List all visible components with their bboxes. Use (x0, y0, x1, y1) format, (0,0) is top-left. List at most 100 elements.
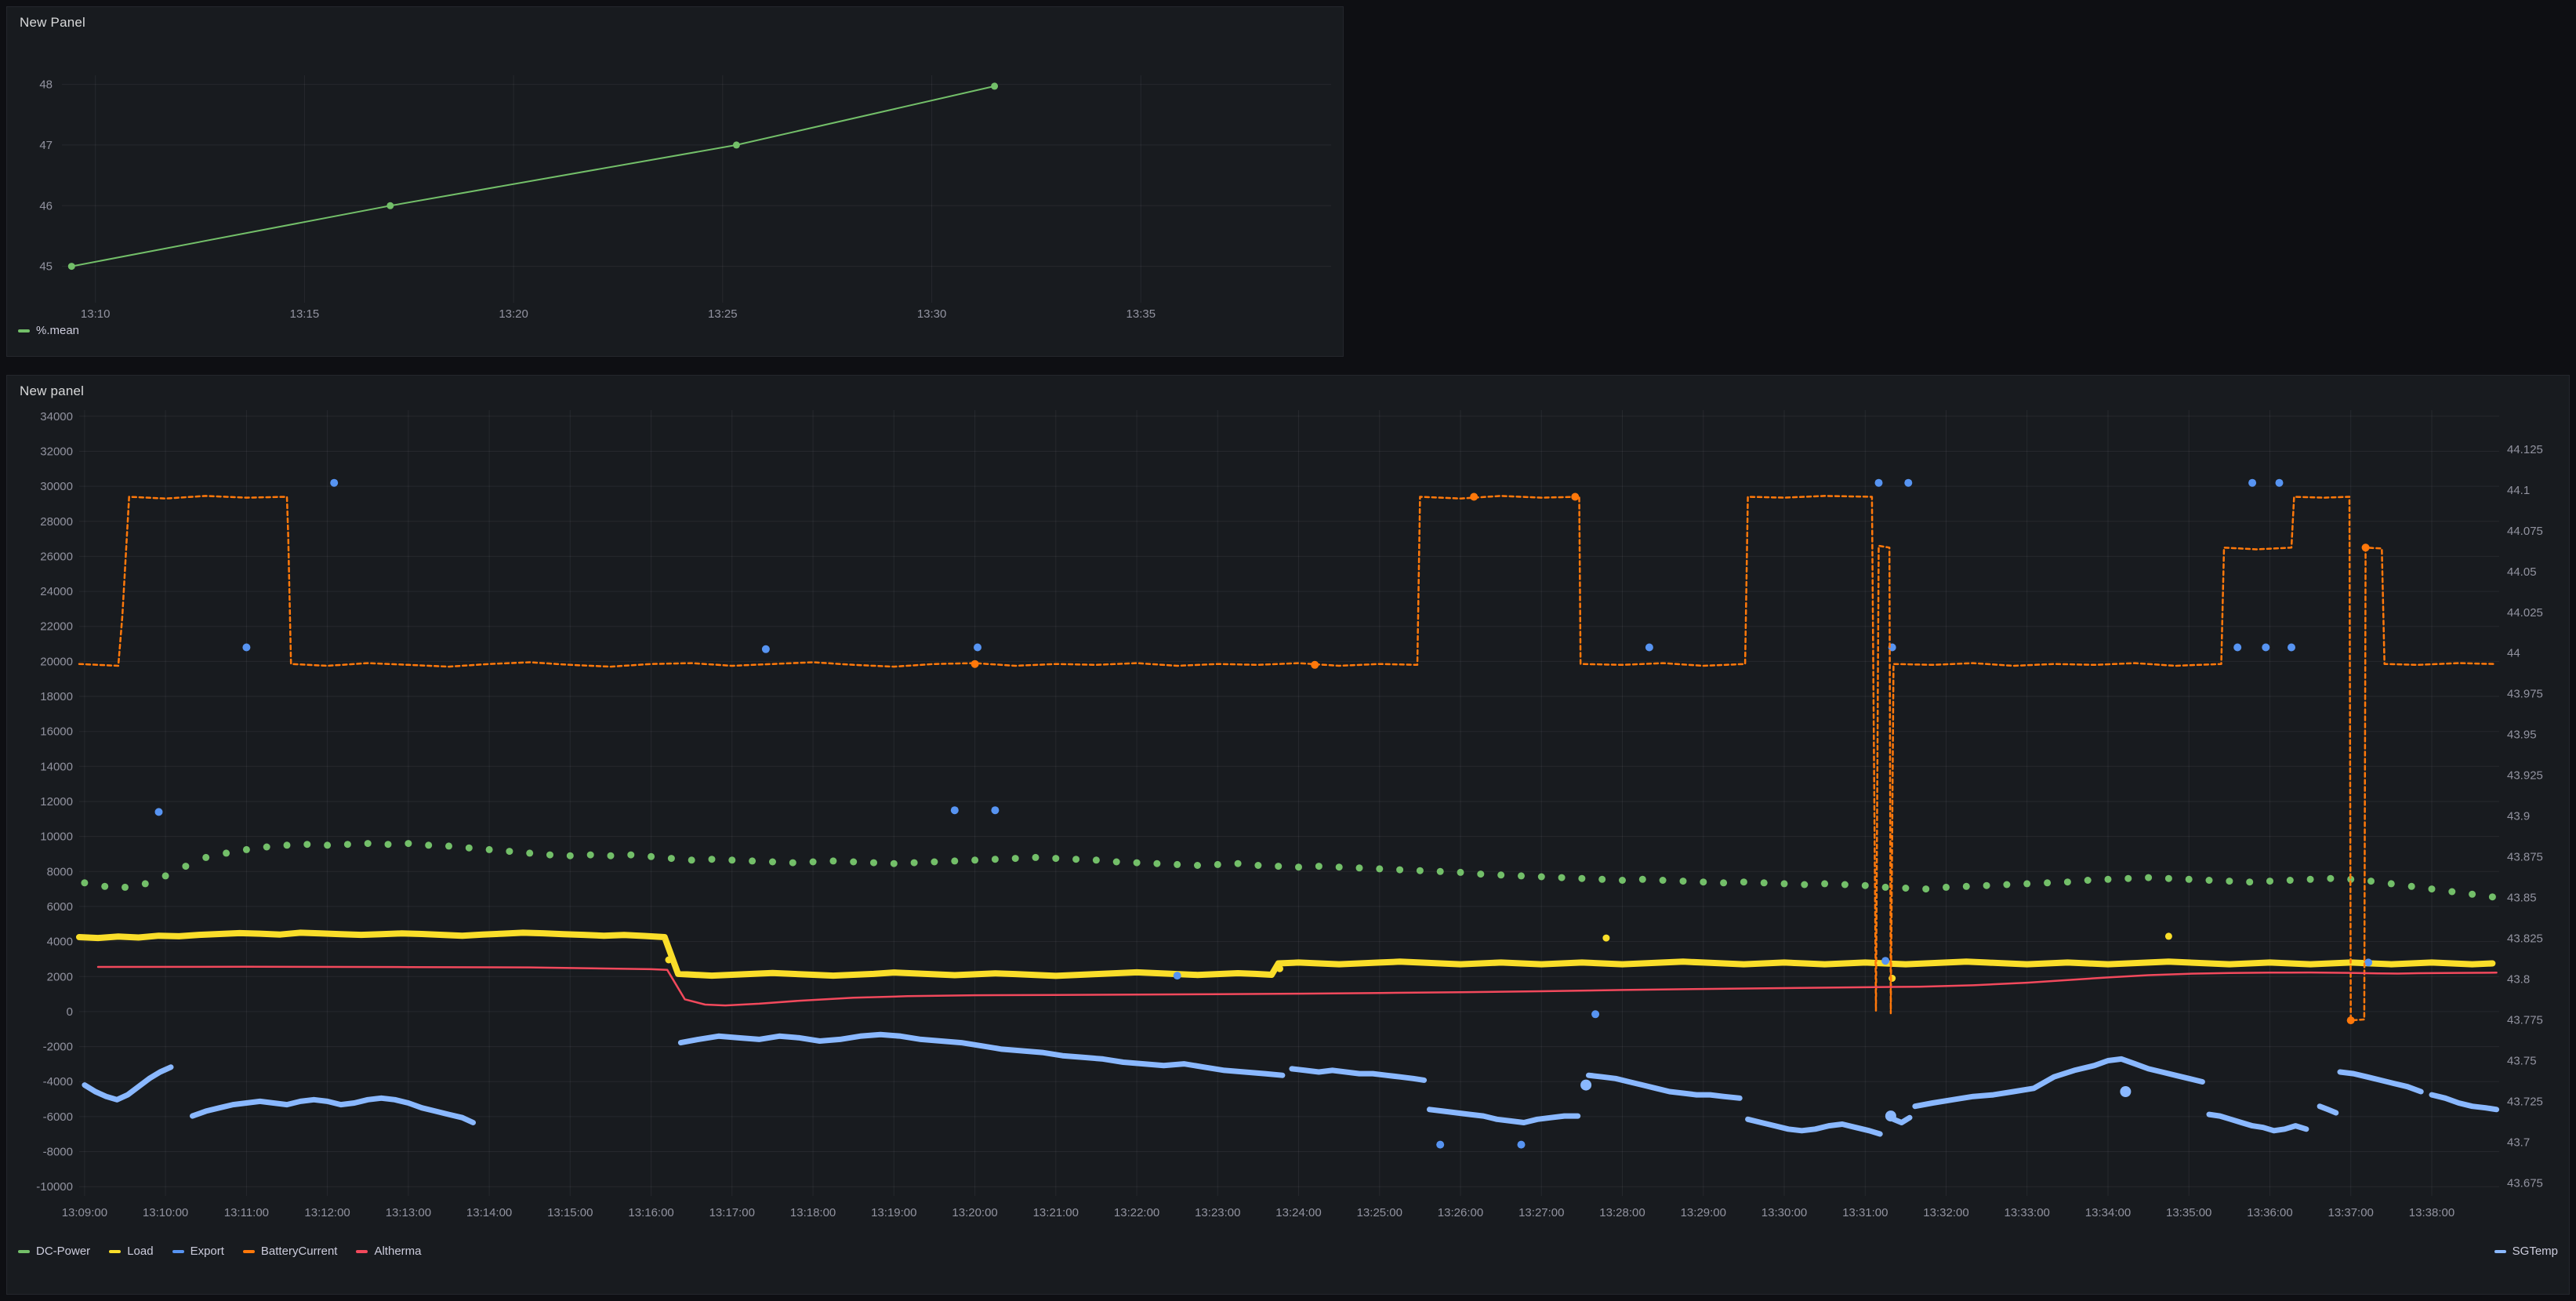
svg-text:10000: 10000 (40, 830, 73, 844)
svg-text:13:21:00: 13:21:00 (1033, 1206, 1079, 1219)
svg-text:18000: 18000 (40, 690, 73, 703)
svg-text:0: 0 (67, 1005, 73, 1019)
svg-text:43.75: 43.75 (2507, 1055, 2537, 1068)
legend-item-sgtemp[interactable]: SGTemp (2494, 1245, 2558, 1258)
svg-text:13:27:00: 13:27:00 (1518, 1206, 1564, 1219)
svg-text:4000: 4000 (47, 936, 73, 949)
svg-text:43.8: 43.8 (2507, 973, 2530, 987)
svg-text:-8000: -8000 (43, 1146, 73, 1159)
svg-text:13:25:00: 13:25:00 (1357, 1206, 1402, 1219)
svg-text:26000: 26000 (40, 550, 73, 563)
svg-text:43.825: 43.825 (2507, 932, 2543, 946)
svg-text:13:33:00: 13:33:00 (2005, 1206, 2050, 1219)
svg-text:13:35:00: 13:35:00 (2166, 1206, 2211, 1219)
svg-text:13:10: 13:10 (81, 307, 111, 321)
legend-label: Altherma (374, 1245, 422, 1258)
svg-text:44: 44 (2507, 647, 2520, 660)
svg-text:47: 47 (39, 139, 53, 152)
svg-text:-10000: -10000 (36, 1180, 73, 1194)
svg-text:16000: 16000 (40, 725, 73, 739)
svg-text:43.725: 43.725 (2507, 1095, 2543, 1108)
svg-text:13:28:00: 13:28:00 (1599, 1206, 1645, 1219)
legend-item-%.mean[interactable]: %.mean (18, 324, 79, 337)
svg-text:44.05: 44.05 (2507, 565, 2537, 579)
svg-text:43.85: 43.85 (2507, 892, 2537, 905)
legend-label: DC-Power (36, 1245, 91, 1258)
svg-text:13:13:00: 13:13:00 (386, 1206, 431, 1219)
svg-text:13:25: 13:25 (708, 307, 738, 321)
svg-text:8000: 8000 (47, 865, 73, 878)
svg-text:44.1: 44.1 (2507, 484, 2530, 497)
legend-label: Export (190, 1245, 224, 1258)
svg-text:24000: 24000 (40, 585, 73, 598)
panel-title[interactable]: New panel (20, 383, 85, 398)
svg-text:13:16:00: 13:16:00 (628, 1206, 673, 1219)
svg-text:13:10:00: 13:10:00 (143, 1206, 188, 1219)
svg-text:43.95: 43.95 (2507, 729, 2537, 742)
legend-swatch-batterycurrent (242, 1249, 255, 1253)
legend-label: Load (127, 1245, 154, 1258)
svg-text:28000: 28000 (40, 515, 73, 529)
svg-text:13:30:00: 13:30:00 (1761, 1206, 1807, 1219)
legend-swatch-dc-power (18, 1249, 30, 1253)
svg-text:13:20:00: 13:20:00 (952, 1206, 997, 1219)
svg-text:43.925: 43.925 (2507, 769, 2543, 783)
svg-text:43.675: 43.675 (2507, 1176, 2543, 1190)
svg-text:13:30: 13:30 (917, 307, 947, 321)
svg-text:43.975: 43.975 (2507, 688, 2543, 701)
chart-panel-new-panel-1: New panel 13:09:00 13:10:00 13:11:00 13:12:0… (6, 375, 2570, 1295)
svg-text:20000: 20000 (40, 655, 73, 668)
legend-swatch-export (172, 1249, 184, 1253)
svg-text:13:11:00: 13:11:00 (224, 1206, 269, 1219)
svg-text:13:17:00: 13:17:00 (709, 1206, 755, 1219)
legend-swatch-altherma (356, 1249, 368, 1253)
svg-text:13:31:00: 13:31:00 (1842, 1206, 1888, 1219)
svg-text:13:15: 13:15 (290, 307, 320, 321)
svg-text:44.075: 44.075 (2507, 525, 2543, 538)
legend-item-batterycurrent[interactable]: BatteryCurrent (242, 1245, 337, 1258)
legend-item-export[interactable]: Export (172, 1245, 224, 1258)
svg-text:13:24:00: 13:24:00 (1275, 1206, 1321, 1219)
svg-text:34000: 34000 (40, 410, 73, 423)
svg-text:44.025: 44.025 (2507, 606, 2543, 620)
svg-text:13:37:00: 13:37:00 (2328, 1206, 2374, 1219)
svg-text:13:14:00: 13:14:00 (466, 1206, 512, 1219)
legend-swatch-sgtemp (2494, 1249, 2506, 1253)
svg-text:43.7: 43.7 (2507, 1136, 2530, 1149)
svg-text:13:34:00: 13:34:00 (2085, 1206, 2131, 1219)
svg-text:13:36:00: 13:36:00 (2247, 1206, 2292, 1219)
svg-text:-6000: -6000 (43, 1110, 73, 1124)
legend-swatch-load (109, 1249, 122, 1253)
legend-item-altherma[interactable]: Altherma (356, 1245, 422, 1258)
svg-text:13:09:00: 13:09:00 (62, 1206, 107, 1219)
svg-text:13:12:00: 13:12:00 (304, 1206, 350, 1219)
svg-text:22000: 22000 (40, 620, 73, 634)
svg-text:13:23:00: 13:23:00 (1195, 1206, 1240, 1219)
svg-text:45: 45 (39, 260, 53, 274)
svg-text:13:35: 13:35 (1127, 307, 1156, 321)
svg-text:13:20: 13:20 (499, 307, 528, 321)
legend-item-load[interactable]: Load (109, 1245, 154, 1258)
legend: DC-Power Load Export BatteryCurrent Altherma… (18, 1245, 2558, 1258)
svg-text:-4000: -4000 (43, 1075, 73, 1088)
svg-text:30000: 30000 (40, 480, 73, 493)
svg-text:44.125: 44.125 (2507, 443, 2543, 456)
legend-item-dc-power[interactable]: DC-Power (18, 1245, 90, 1258)
chart-plot-area[interactable]: 13:09:00 13:10:00 13:11:00 13:12:00 13:13:00… (7, 376, 2569, 1294)
svg-text:2000: 2000 (47, 970, 73, 983)
legend: %.mean (18, 324, 1332, 337)
svg-text:-2000: -2000 (43, 1041, 73, 1054)
panel-title[interactable]: New Panel (20, 15, 86, 30)
chart-plot-area[interactable]: 13:10 13:15 13:20 13:25 13:30 13:35 45 46 47 48 (7, 7, 1343, 356)
svg-text:13:38:00: 13:38:00 (2409, 1206, 2454, 1219)
svg-text:13:19:00: 13:19:00 (871, 1206, 916, 1219)
chart-panel-new-panel-0: New Panel 13:10 13:15 13:20 13:25 13:30 13:35 4… (6, 6, 1344, 357)
svg-text:13:29:00: 13:29:00 (1681, 1206, 1726, 1219)
svg-text:46: 46 (39, 199, 53, 213)
svg-text:13:18:00: 13:18:00 (790, 1206, 836, 1219)
svg-text:6000: 6000 (47, 900, 73, 914)
svg-text:43.9: 43.9 (2507, 810, 2530, 823)
svg-text:13:26:00: 13:26:00 (1438, 1206, 1483, 1219)
legend-label: SGTemp (2512, 1245, 2558, 1258)
svg-text:32000: 32000 (40, 445, 73, 459)
